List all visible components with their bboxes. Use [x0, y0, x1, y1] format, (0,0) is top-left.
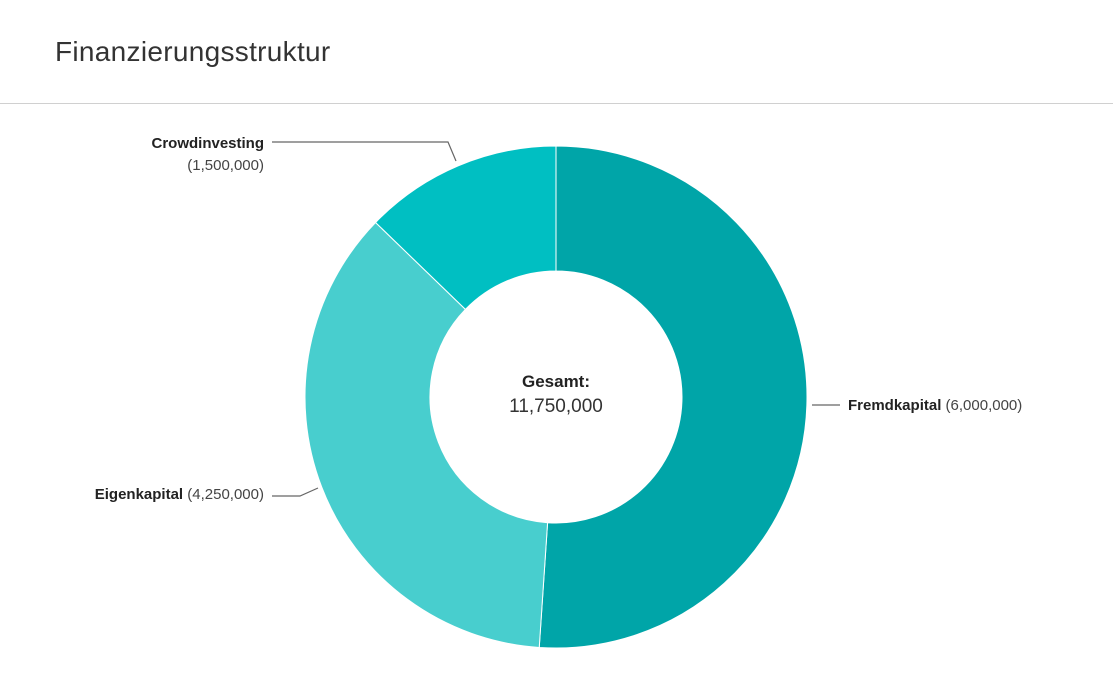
- slice-value: (4,250,000): [187, 486, 264, 503]
- slice-value: (6,000,000): [945, 397, 1023, 414]
- slice-fremdkapital[interactable]: [538, 145, 808, 649]
- divider: [0, 103, 1113, 104]
- slice-value: (1,500,000): [187, 157, 264, 174]
- label-eigenkapital: Eigenkapital (4,250,000): [95, 486, 264, 503]
- slice-label: Eigenkapital: [94, 486, 184, 503]
- leader-line-crowdinvesting: [272, 141, 457, 162]
- slice-label: Crowdinvesting: [151, 135, 264, 152]
- slice-label: Fremdkapital: [848, 397, 942, 414]
- center-label: Gesamt:: [521, 372, 591, 391]
- label-fremdkapital: Fremdkapital (6,000,000): [848, 397, 1022, 414]
- slice-eigenkapital[interactable]: [304, 221, 549, 648]
- center-total: Gesamt: 11,750,000: [456, 372, 656, 418]
- center-value: 11,750,000: [509, 396, 603, 417]
- page-title: Finanzierungsstruktur: [55, 36, 331, 67]
- slice-crowdinvesting[interactable]: [374, 145, 557, 311]
- label-crowdinvesting: Crowdinvesting (1,500,000): [151, 133, 264, 177]
- leader-line-eigenkapital: [272, 487, 319, 497]
